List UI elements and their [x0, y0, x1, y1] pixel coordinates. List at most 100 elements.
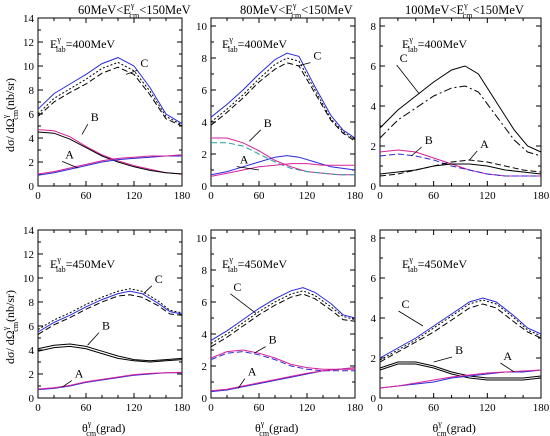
- series-line-5: [379, 163, 542, 175]
- panel-title: 100MeV<Eγ cm<150MeV: [405, 1, 524, 20]
- curve-label-A: A: [480, 137, 489, 151]
- x-tick-label: 0: [377, 190, 383, 202]
- y-tick-label: 8: [29, 85, 35, 97]
- y-tick-label: 0: [371, 181, 377, 193]
- curve-label-leader: [81, 124, 89, 135]
- x-axis-label-main: θ: [255, 421, 261, 435]
- series-line-7: [379, 369, 542, 389]
- x-tick-label: 60: [254, 402, 266, 414]
- x-axis-label-sup: γ: [437, 419, 442, 428]
- y-tick-label: 6: [371, 273, 377, 285]
- curve-label-B: B: [91, 110, 99, 124]
- beam-energy-label-tail: =450MeV: [238, 257, 288, 271]
- series-line-6: [210, 155, 356, 176]
- y-tick-label: 4: [371, 101, 377, 113]
- y-tick-label: 0: [371, 393, 377, 405]
- plot-frame: [379, 17, 542, 187]
- beam-energy-label-sup: γ: [56, 35, 61, 44]
- y-tick-label: 10: [23, 273, 35, 285]
- y-tick-label: 4: [29, 345, 35, 357]
- curve-label-leader: [125, 69, 138, 75]
- curve-label-leader: [253, 346, 266, 354]
- series-line-7: [37, 154, 183, 175]
- series-line-4: [379, 153, 541, 177]
- y-tick-label: 8: [202, 53, 208, 65]
- series-line-3: [379, 303, 542, 363]
- x-tick-label: 120: [479, 402, 496, 414]
- series-line-1: [210, 287, 356, 341]
- series-line-1: [37, 290, 183, 333]
- y-axis-label-tail: (nb/sr): [3, 78, 17, 110]
- x-tick-label: 120: [126, 190, 143, 202]
- x-tick-label: 120: [299, 402, 316, 414]
- y-axis-label-tail: (nb/sr): [3, 290, 17, 322]
- x-tick-label: 0: [208, 190, 214, 202]
- series-line-1: [37, 57, 183, 125]
- panel-title-tail: <150MeV: [472, 3, 524, 17]
- curve-label-C: C: [313, 49, 321, 63]
- curve-label-leader: [500, 362, 515, 373]
- panel-title-tail: <150MeV: [301, 3, 353, 17]
- series-line-7: [210, 367, 356, 392]
- y-tick-label: 0: [202, 181, 208, 193]
- y-tick-label: 6: [202, 297, 208, 309]
- curve-label-C: C: [140, 56, 148, 70]
- x-tick-label: 60: [254, 190, 266, 202]
- series-line-2: [37, 288, 183, 331]
- x-tick-label: 120: [479, 190, 496, 202]
- y-tick-label: 2: [29, 157, 35, 169]
- curve-label-leader: [469, 150, 478, 161]
- x-axis-label: θγ cm(grad): [433, 419, 476, 436]
- panel-title-sup: γ: [130, 1, 135, 10]
- x-tick-label: 180: [533, 402, 550, 414]
- beam-energy-label: Eγ lab=450MeV: [402, 255, 467, 274]
- y-tick-label: 8: [371, 233, 377, 245]
- x-axis-label-tail: (grad): [447, 421, 476, 435]
- y-axis-label-main: dσ/ dΩ: [3, 118, 17, 152]
- beam-energy-label-sub: lab: [56, 265, 66, 274]
- x-axis-label: θγ cm(grad): [82, 419, 125, 436]
- y-axis-label-main: dσ/ dΩ: [3, 330, 17, 364]
- x-tick-label: 120: [126, 402, 143, 414]
- curve-label-leader: [249, 129, 262, 142]
- y-axis-label-sub: cm: [11, 321, 20, 332]
- x-axis-label-main: θ: [82, 421, 88, 435]
- x-tick-label: 0: [35, 402, 41, 414]
- curve-label-B: B: [425, 133, 433, 147]
- series-line-5: [37, 345, 183, 363]
- x-tick-label: 60: [81, 190, 93, 202]
- x-axis-label-sub: cm: [259, 429, 270, 436]
- beam-energy-label-tail: =450MeV: [66, 257, 116, 271]
- y-tick-label: 4: [202, 329, 208, 341]
- plot-frame: [210, 17, 356, 187]
- series-line-4: [379, 361, 542, 379]
- series-line-1: [379, 65, 542, 153]
- panel-title-sup: γ: [463, 1, 468, 10]
- beam-energy-label-sup: γ: [408, 35, 413, 44]
- beam-energy-label-tail: =400MeV: [66, 37, 116, 51]
- beam-energy-label-sub: lab: [228, 45, 238, 54]
- beam-energy-label-main: E: [50, 257, 57, 271]
- x-tick-label: 180: [533, 190, 550, 202]
- beam-energy-label-tail: =450MeV: [418, 257, 468, 271]
- curve-label-B: B: [102, 319, 110, 333]
- y-tick-label: 4: [371, 313, 377, 325]
- x-tick-label: 180: [174, 190, 191, 202]
- series-line-2: [379, 299, 542, 361]
- beam-energy-label: Eγ lab=450MeV: [222, 255, 287, 274]
- beam-energy-label-sub: lab: [408, 265, 418, 274]
- series-line-7: [37, 371, 183, 390]
- plot-frame: [210, 229, 356, 399]
- y-tick-label: 14: [23, 13, 35, 25]
- panel-title-sub: cm: [463, 11, 474, 20]
- series-line-6: [37, 155, 182, 176]
- curve-label-A: A: [503, 349, 512, 363]
- series-line-4: [37, 129, 183, 175]
- beam-energy-label-sup: γ: [408, 255, 413, 264]
- curve-label-leader: [236, 166, 260, 171]
- curve-label-B: B: [455, 343, 463, 357]
